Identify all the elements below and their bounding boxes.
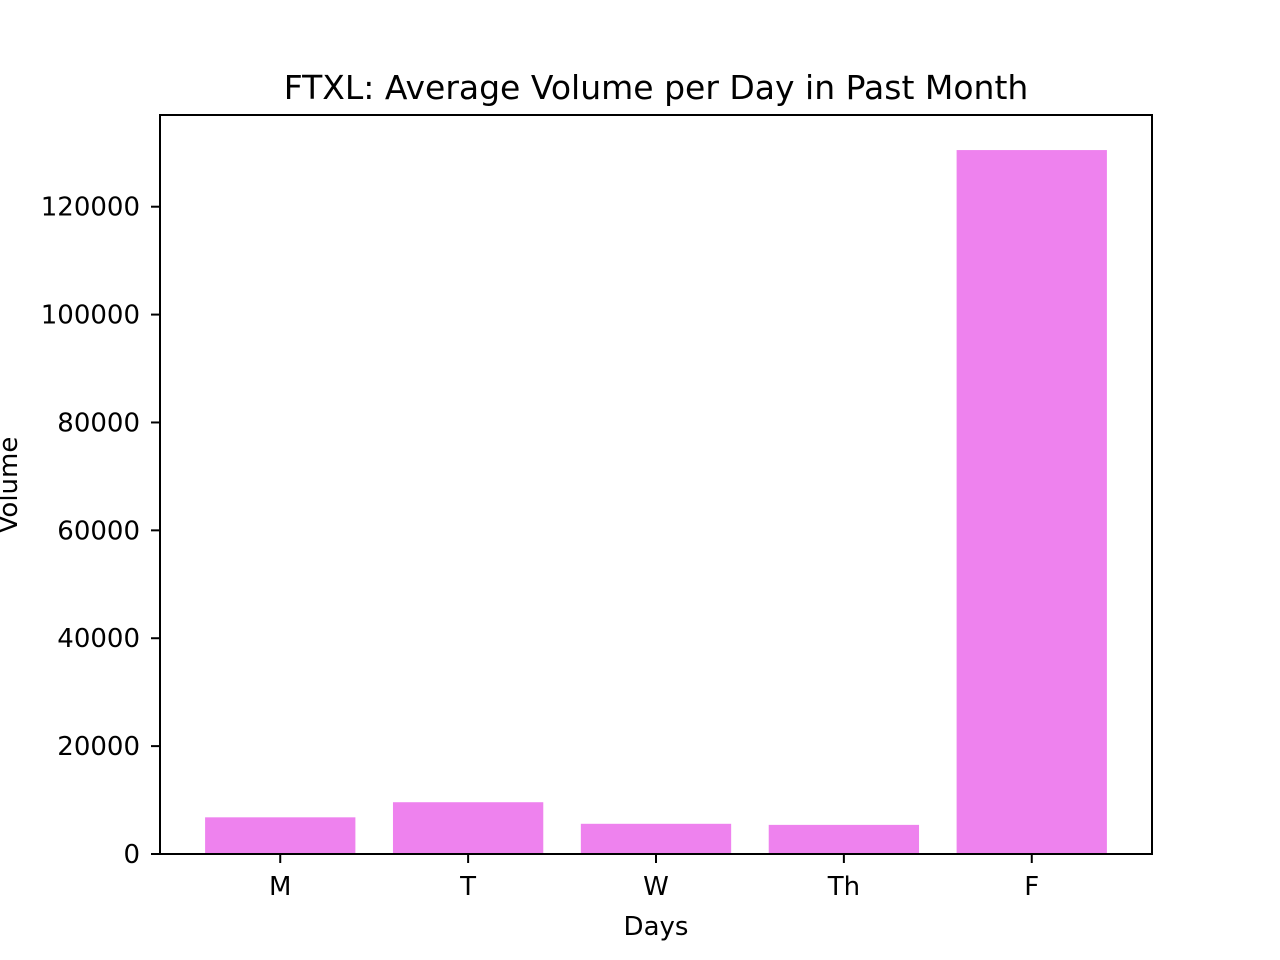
- y-tick-label: 20000: [57, 732, 140, 762]
- y-tick-label: 120000: [41, 193, 140, 223]
- y-tick-label: 60000: [57, 516, 140, 546]
- bars-group: [205, 150, 1107, 855]
- x-axis-ticks: M T W Th F: [269, 854, 1039, 902]
- y-tick-label: 80000: [57, 408, 140, 438]
- bar-f: [956, 150, 1107, 855]
- y-tick-label: 0: [123, 840, 140, 870]
- y-axis-label: Volume: [0, 437, 24, 534]
- x-tick-label: Th: [827, 872, 860, 902]
- plot-frame: [159, 114, 1153, 855]
- x-tick-label: T: [459, 872, 476, 902]
- bar-w: [580, 823, 732, 854]
- x-tick-label: M: [269, 872, 291, 902]
- x-axis-label: Days: [624, 912, 689, 942]
- y-tick-label: 40000: [57, 624, 140, 654]
- x-tick-label: F: [1024, 872, 1039, 902]
- x-tick-label: W: [643, 872, 669, 902]
- y-tick-label: 100000: [41, 301, 140, 331]
- bar-th: [768, 824, 920, 854]
- bar-t: [392, 802, 544, 854]
- bar-m: [205, 817, 356, 854]
- y-axis-ticks: 0 20000 40000 60000 80000 100000 120000: [41, 193, 160, 870]
- chart-title: FTXL: Average Volume per Day in Past Mon…: [284, 68, 1029, 107]
